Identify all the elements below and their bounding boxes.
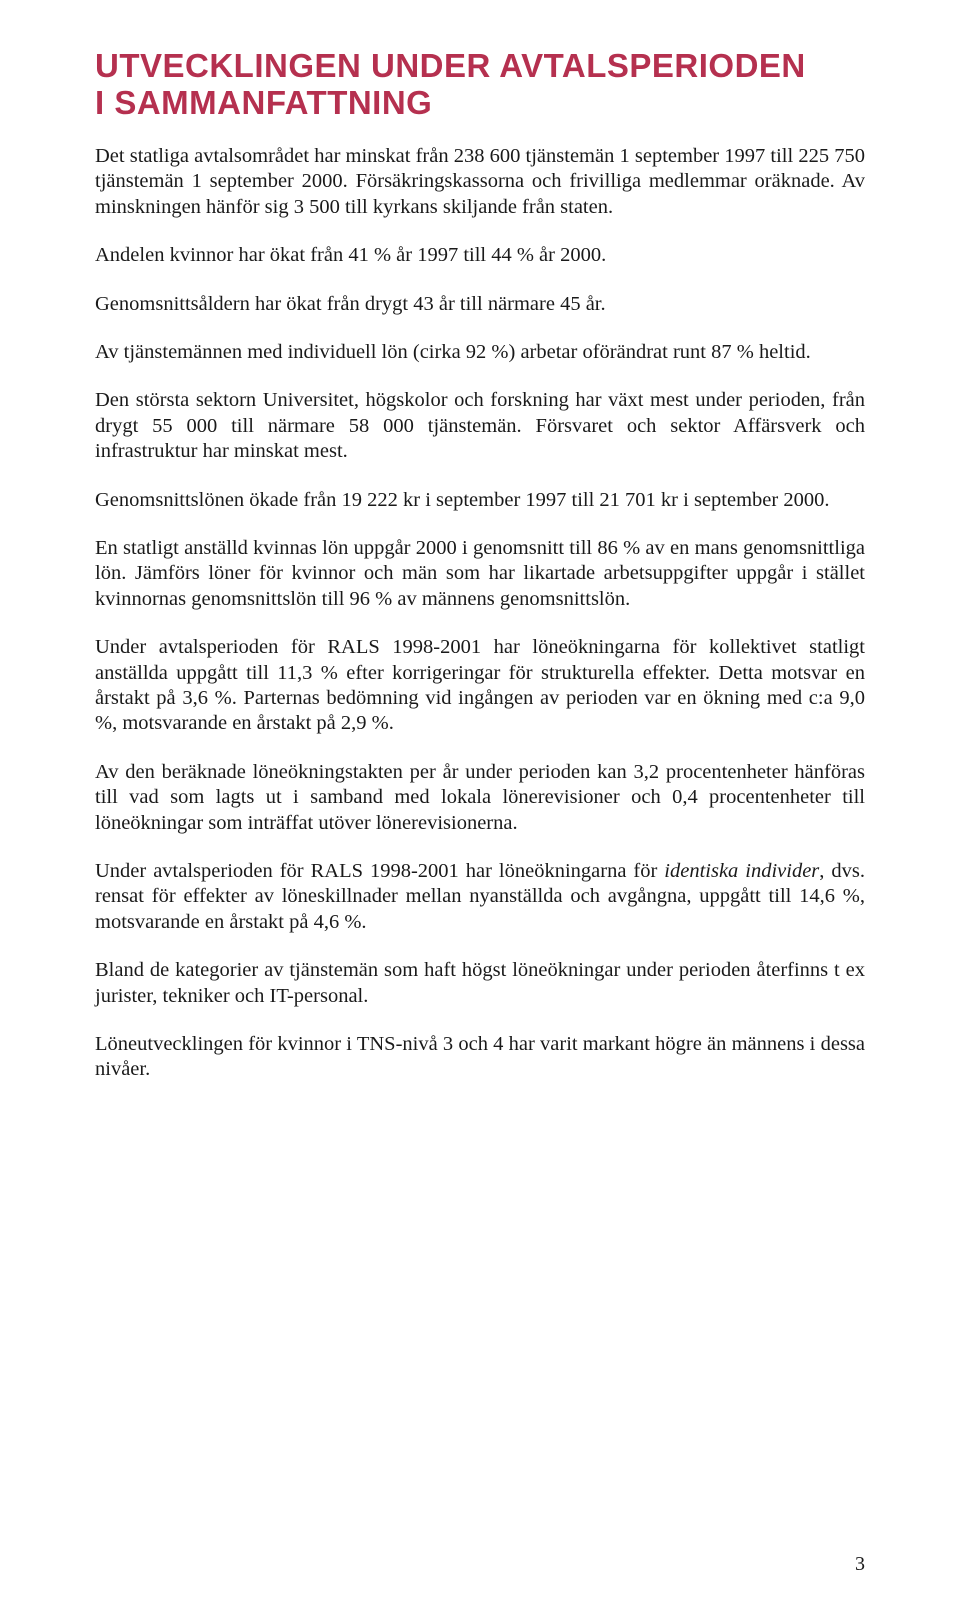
body-paragraph: En statligt anställd kvinnas lön uppgår … (95, 536, 865, 612)
body-paragraph: Av den beräknade löneökningstakten per å… (95, 760, 865, 836)
body-paragraph: Bland de kategorier av tjänstemän som ha… (95, 958, 865, 1009)
italic-phrase: identiska individer (664, 860, 819, 882)
para-text: Under avtalsperioden för RALS 1998-2001 … (95, 860, 664, 882)
document-page: UTVECKLINGEN UNDER AVTALSPERIODEN I SAMM… (0, 0, 960, 1608)
page-title: UTVECKLINGEN UNDER AVTALSPERIODEN I SAMM… (95, 48, 865, 122)
body-paragraph: Genomsnittslönen ökade från 19 222 kr i … (95, 488, 865, 513)
title-line-1: UTVECKLINGEN UNDER AVTALSPERIODEN (95, 47, 806, 84)
body-paragraph: Under avtalsperioden för RALS 1998-2001 … (95, 635, 865, 737)
page-number: 3 (855, 1553, 865, 1576)
body-paragraph: Genomsnittsåldern har ökat från drygt 43… (95, 292, 865, 317)
title-line-2: I SAMMANFATTNING (95, 84, 432, 121)
body-paragraph: Av tjänstemännen med individuell lön (ci… (95, 340, 865, 365)
body-paragraph: Andelen kvinnor har ökat från 41 % år 19… (95, 243, 865, 268)
body-paragraph: Det statliga avtalsområdet har minskat f… (95, 144, 865, 220)
body-paragraph: Löneutvecklingen för kvinnor i TNS-nivå … (95, 1032, 865, 1083)
body-paragraph: Den största sektorn Universitet, högskol… (95, 388, 865, 464)
body-paragraph: Under avtalsperioden för RALS 1998-2001 … (95, 859, 865, 935)
